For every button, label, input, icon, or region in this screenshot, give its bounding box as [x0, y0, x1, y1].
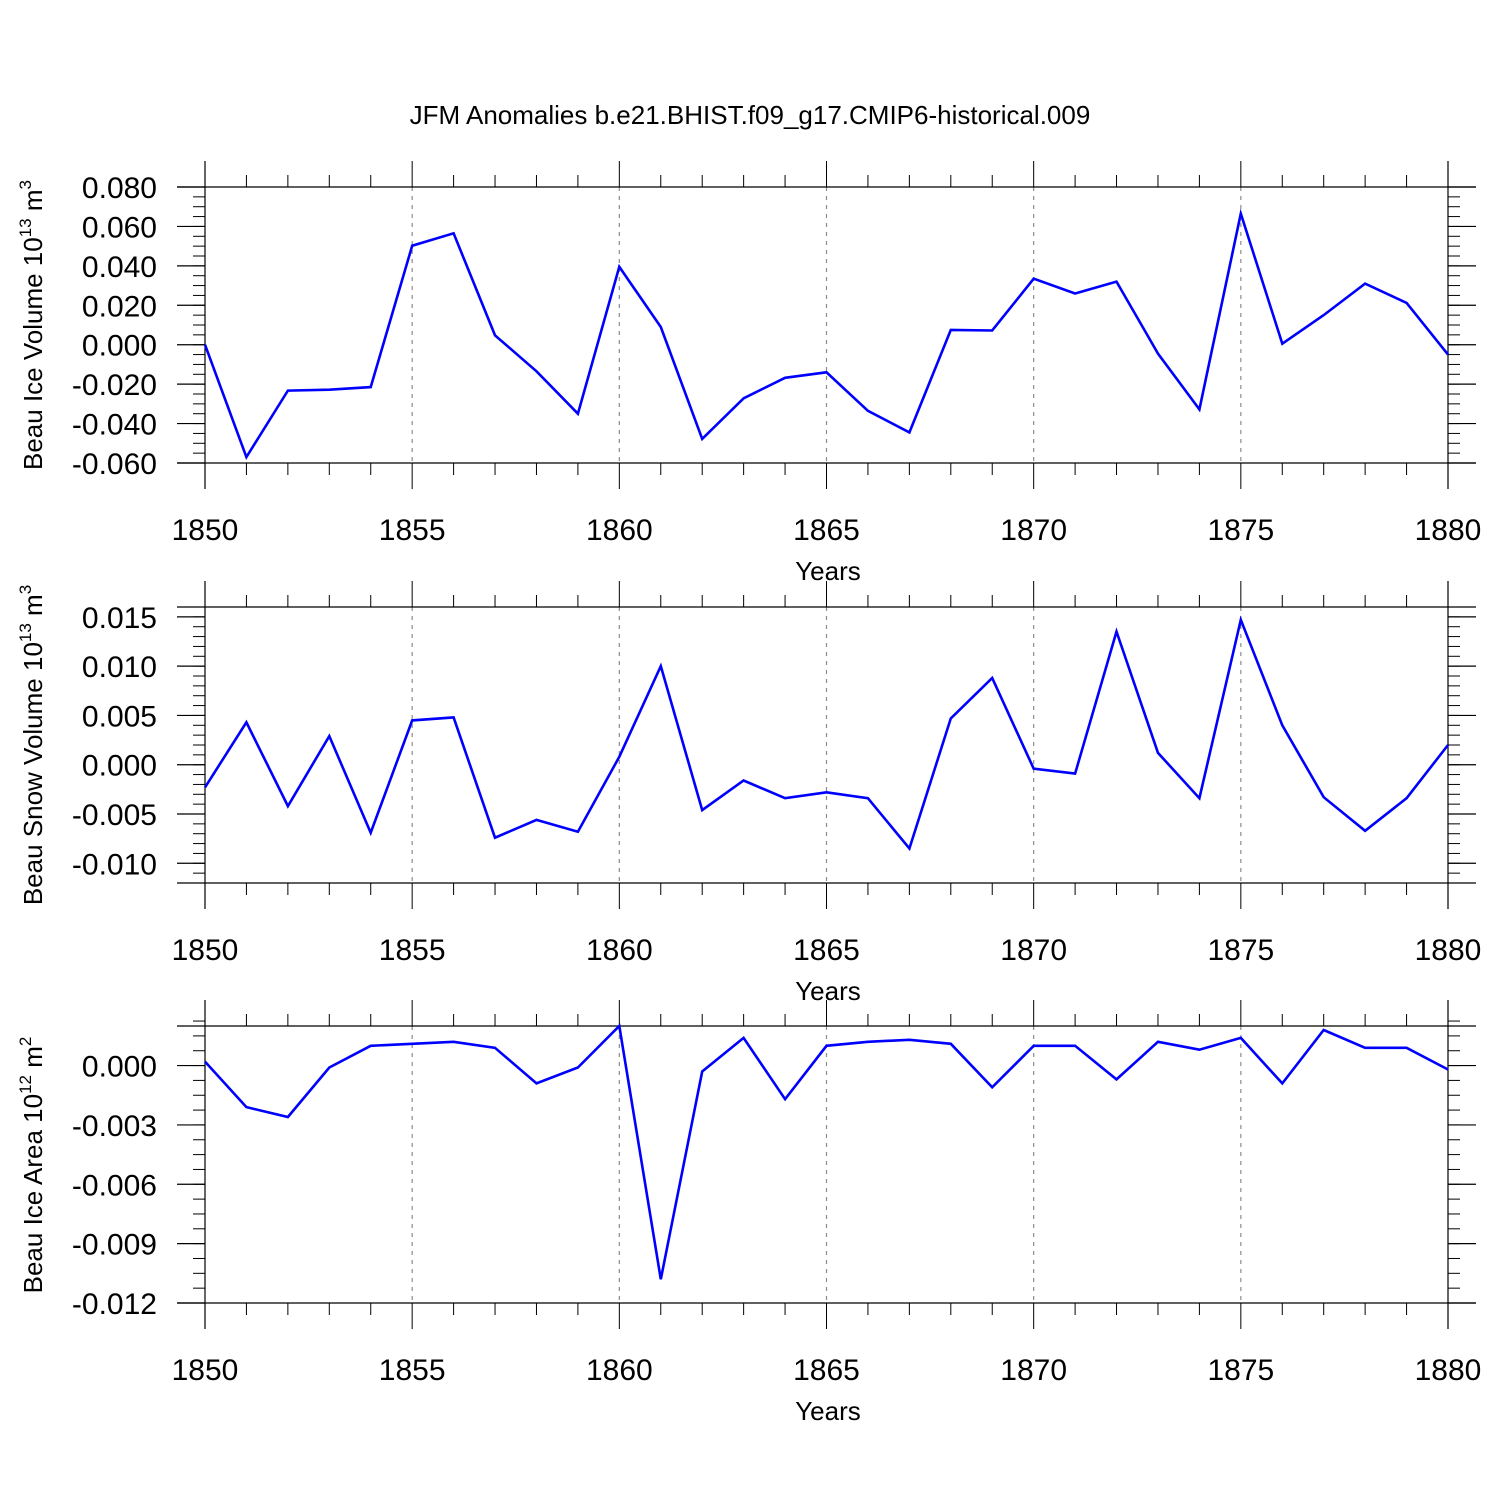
y-axis-label: Beau Ice Area 1012 m2 [16, 1037, 48, 1294]
y-tick-label: 0.010 [82, 651, 157, 684]
x-tick-label: 1850 [172, 1354, 239, 1387]
y-tick-label: 0.060 [82, 211, 157, 244]
y-axis-label-exponent: 13 [16, 218, 35, 237]
x-axis-label: Years [795, 556, 861, 586]
panel-3: -0.012 -0.009 -0.006 -0.003 0.000 1850 1855 186… [16, 1000, 1481, 1426]
y-tick-label: -0.012 [72, 1288, 157, 1321]
y-tick-label: 0.000 [82, 750, 157, 783]
x-tick-label: 1880 [1415, 514, 1482, 547]
x-axis-label: Years [795, 1396, 861, 1426]
y-tick-label: -0.010 [72, 848, 157, 881]
x-tick-label: 1855 [379, 934, 446, 967]
x-tick-label: 1865 [793, 514, 860, 547]
y-tick-label: -0.040 [72, 409, 157, 442]
x-tick-label: 1855 [379, 1354, 446, 1387]
y-tick-label: 0.080 [82, 172, 157, 205]
y-tick-label: -0.060 [72, 448, 157, 481]
x-axis-label: Years [795, 976, 861, 1006]
y-axis-label-unit: m [18, 594, 48, 623]
x-tick-label: 1850 [172, 514, 239, 547]
y-tick-label: 0.005 [82, 700, 157, 733]
y-axis-label-unit-exponent: 3 [16, 585, 35, 594]
panel-2: -0.010 -0.005 0.000 0.005 0.010 0.015 1850 1855… [16, 581, 1481, 1006]
y-tick-label: -0.003 [72, 1110, 157, 1143]
panel-1: -0.060 -0.040 -0.020 0.000 0.020 0.040 0.060 0.… [16, 161, 1481, 586]
y-axis-label-unit-exponent: 2 [16, 1037, 35, 1046]
x-tick-label: 1860 [586, 1354, 653, 1387]
y-axis-label-exponent: 13 [16, 623, 35, 642]
y-axis-label-unit: m [18, 189, 48, 218]
y-axis-label-text: Beau Snow Volume 10 [18, 642, 48, 905]
x-tick-label: 1875 [1207, 934, 1274, 967]
x-tick-label: 1865 [793, 1354, 860, 1387]
y-tick-label: 0.000 [82, 330, 157, 363]
y-axis-label-text: Beau Ice Area 10 [18, 1094, 48, 1293]
panels: -0.060 -0.040 -0.020 0.000 0.020 0.040 0.060 0.… [16, 161, 1481, 1426]
y-axis-label: Beau Ice Volume 1013 m3 [16, 180, 48, 470]
x-tick-label: 1855 [379, 514, 446, 547]
x-tick-label: 1875 [1207, 514, 1274, 547]
x-tick-label: 1870 [1000, 514, 1067, 547]
x-tick-label: 1870 [1000, 1354, 1067, 1387]
y-tick-label: 0.040 [82, 251, 157, 284]
y-tick-label: 0.020 [82, 290, 157, 323]
y-axis-label-unit-exponent: 3 [16, 180, 35, 189]
y-tick-label: -0.006 [72, 1169, 157, 1202]
x-tick-label: 1880 [1415, 934, 1482, 967]
x-tick-label: 1850 [172, 934, 239, 967]
chart-title: JFM Anomalies b.e21.BHIST.f09_g17.CMIP6-… [410, 100, 1091, 130]
y-tick-label: -0.005 [72, 799, 157, 832]
x-tick-label: 1860 [586, 934, 653, 967]
y-axis-label-text: Beau Ice Volume 10 [18, 237, 48, 470]
y-axis-label-exponent: 12 [16, 1075, 35, 1094]
x-tick-label: 1860 [586, 514, 653, 547]
x-tick-label: 1865 [793, 934, 860, 967]
y-tick-label: 0.015 [82, 602, 157, 635]
y-axis-label: Beau Snow Volume 1013 m3 [16, 585, 48, 905]
x-tick-label: 1870 [1000, 934, 1067, 967]
y-axis-label-unit: m [18, 1046, 48, 1075]
y-tick-label: -0.009 [72, 1229, 157, 1262]
x-tick-label: 1880 [1415, 1354, 1482, 1387]
y-tick-label: 0.000 [82, 1051, 157, 1084]
y-tick-label: -0.020 [72, 369, 157, 402]
x-tick-label: 1875 [1207, 1354, 1274, 1387]
